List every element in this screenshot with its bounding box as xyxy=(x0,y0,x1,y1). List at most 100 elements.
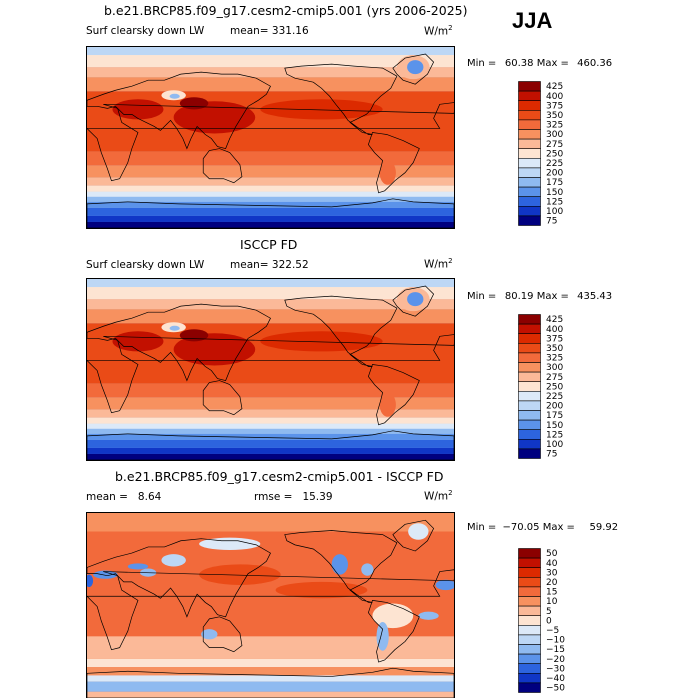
colorbar-label: 125 xyxy=(546,430,563,440)
colorbar-label: −10 xyxy=(546,636,565,646)
panel2-mean-label: mean= 322.52 xyxy=(230,259,309,271)
colorbar-swatch xyxy=(518,429,541,440)
colorbar-label: −30 xyxy=(546,664,565,674)
coastline-antarctica xyxy=(87,199,454,228)
season-label: JJA xyxy=(512,8,553,33)
colorbar-swatch xyxy=(518,342,541,354)
coastline-samerica xyxy=(368,600,419,662)
coastline-africa xyxy=(87,334,454,412)
coastline-greenland xyxy=(393,54,434,84)
colorbar-swatch xyxy=(518,439,541,450)
panel3-units: W/m2 xyxy=(424,489,453,503)
coastline-africa xyxy=(87,570,454,650)
colorbar-label: 375 xyxy=(546,101,563,111)
map-field xyxy=(87,513,454,698)
panel2-variable-label: Surf clearsky down LW xyxy=(86,259,205,271)
coastlines xyxy=(87,54,454,228)
colorbar-swatch xyxy=(518,448,541,459)
panel1-min-max: Min = 60.38 Max = 460.36 xyxy=(467,58,613,69)
colorbar-swatch xyxy=(518,148,541,159)
coastlines xyxy=(87,520,454,698)
panel1-colorbar: 425 400 375 350 325 300 275 250 225 200 175 150 125 1… xyxy=(518,81,578,227)
coastline-greenland xyxy=(393,286,434,316)
coastline-australia xyxy=(203,381,242,415)
coastline-antarctica xyxy=(87,431,454,460)
colorbar-label: 200 xyxy=(546,402,563,412)
colorbar-swatch xyxy=(518,371,541,382)
colorbar-label: 10 xyxy=(546,597,558,607)
panel1-variable-label: Surf clearsky down LW xyxy=(86,25,205,37)
colorbar-label: 150 xyxy=(546,421,563,431)
colorbar-label: 75 xyxy=(546,217,557,227)
colorbar-label: 275 xyxy=(546,140,563,150)
colorbar-label: 400 xyxy=(546,325,563,335)
coastline-samerica xyxy=(368,132,419,192)
colorbar-label: 20 xyxy=(546,578,558,588)
colorbar-label: −50 xyxy=(546,684,565,694)
colorbar-swatch xyxy=(518,323,541,335)
colorbar-swatch xyxy=(518,410,541,421)
colorbar-swatch xyxy=(518,206,541,217)
colorbar-swatch xyxy=(518,567,541,578)
colorbar-swatch xyxy=(518,576,541,588)
panel1-map xyxy=(86,46,455,229)
panel3-mean-label: mean = 8.64 xyxy=(86,491,162,503)
coastline-antarctica xyxy=(87,668,454,698)
coastline-australia xyxy=(203,617,242,652)
colorbar-label: 275 xyxy=(546,373,563,383)
map-field xyxy=(87,279,454,460)
colorbar-swatch xyxy=(518,586,541,597)
colorbar-label: 40 xyxy=(546,559,558,569)
colorbar-label: 125 xyxy=(546,197,563,207)
colorbar-swatch xyxy=(518,605,541,616)
colorbar-label: 375 xyxy=(546,334,563,344)
colorbar-swatch xyxy=(518,90,541,102)
colorbar-swatch xyxy=(518,625,541,636)
colorbar-label: 250 xyxy=(546,382,563,392)
colorbar-label: 50 xyxy=(546,549,558,559)
map-field xyxy=(87,47,454,228)
colorbar-swatch xyxy=(518,557,541,569)
colorbar-swatch xyxy=(518,419,541,430)
colorbar-label: 425 xyxy=(546,315,563,325)
colorbar-swatch xyxy=(518,186,541,197)
colorbar-swatch xyxy=(518,196,541,207)
coastline-namerica xyxy=(285,296,397,366)
colorbar-label: −5 xyxy=(546,626,559,636)
colorbar-label: 150 xyxy=(546,188,563,198)
colorbar-swatch xyxy=(518,663,541,674)
colorbar-swatch xyxy=(518,158,541,169)
colorbar-label: 175 xyxy=(546,178,563,188)
colorbar-label: 225 xyxy=(546,159,563,169)
colorbar-swatch xyxy=(518,177,541,188)
colorbar-label: 100 xyxy=(546,440,563,450)
colorbar-swatch xyxy=(518,682,541,693)
colorbar-label: 200 xyxy=(546,169,563,179)
colorbar-label: 400 xyxy=(546,92,563,102)
panel2-colorbar: 425 400 375 350 325 300 275 250 225 200 175 150 125 1… xyxy=(518,314,578,460)
coastline-africa xyxy=(87,102,454,180)
colorbar-label: −40 xyxy=(546,674,565,684)
coastline-australia xyxy=(203,149,242,183)
coastlines xyxy=(87,286,454,460)
colorbar-swatch xyxy=(518,381,541,392)
colorbar-label: 15 xyxy=(546,588,557,598)
colorbar-label: 425 xyxy=(546,82,563,92)
colorbar-label: 5 xyxy=(546,607,552,617)
colorbar-swatch xyxy=(518,400,541,411)
colorbar-swatch xyxy=(518,100,541,111)
coastline-samerica xyxy=(368,364,419,424)
colorbar-swatch xyxy=(518,352,541,363)
colorbar-label: 300 xyxy=(546,363,563,373)
coastline-namerica xyxy=(285,530,397,602)
colorbar-label: 250 xyxy=(546,149,563,159)
colorbar-label: 30 xyxy=(546,568,558,578)
colorbar-swatch xyxy=(518,129,541,140)
colorbar-label: 175 xyxy=(546,411,563,421)
panel3-rmse-label: rmse = 15.39 xyxy=(254,491,333,503)
coastline-eurasia xyxy=(87,304,271,380)
colorbar-swatch xyxy=(518,314,541,325)
colorbar-label: −20 xyxy=(546,655,565,665)
colorbar-swatch xyxy=(518,119,541,130)
colorbar-label: 100 xyxy=(546,207,563,217)
